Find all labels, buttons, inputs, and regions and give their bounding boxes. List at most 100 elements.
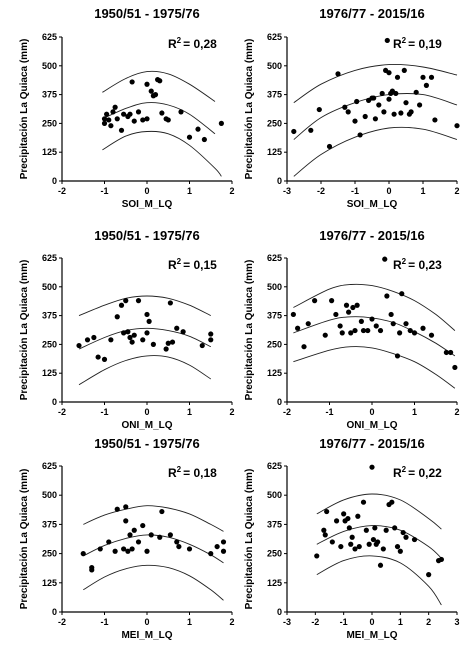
data-point bbox=[165, 117, 171, 123]
data-point bbox=[420, 74, 426, 80]
curve-upper bbox=[293, 283, 456, 331]
y-axis-label: Precipitación La Quiaca (mm) bbox=[19, 469, 30, 610]
data-point bbox=[218, 120, 224, 126]
x-tick-label: 1 bbox=[187, 407, 192, 417]
data-point bbox=[208, 331, 214, 337]
x-tick-label: 0 bbox=[144, 186, 149, 196]
data-point bbox=[322, 532, 328, 538]
x-tick-label: 0 bbox=[369, 407, 374, 417]
data-point bbox=[343, 302, 350, 308]
data-point bbox=[426, 572, 432, 578]
r-squared-symbol: R bbox=[393, 258, 402, 272]
data-point bbox=[346, 309, 352, 315]
data-point bbox=[167, 300, 173, 306]
y-tick-label: 500 bbox=[42, 282, 57, 292]
data-point bbox=[176, 543, 182, 550]
y-tick-label: 375 bbox=[267, 311, 282, 321]
data-point bbox=[417, 102, 423, 108]
data-point bbox=[373, 323, 379, 329]
data-point bbox=[365, 327, 371, 334]
chart-title: 1950/51 - 1975/76 bbox=[94, 6, 200, 21]
data-point bbox=[169, 339, 176, 345]
chart-panel-1: 1950/51 - 1975/76 0 125 250 375 500 625 -2 -1 0 1 2… bbox=[19, 6, 235, 210]
data-point bbox=[341, 511, 347, 517]
data-point bbox=[101, 120, 108, 126]
data-point bbox=[403, 100, 409, 106]
data-point bbox=[106, 539, 112, 545]
r-squared-symbol: R bbox=[168, 466, 177, 480]
data-point bbox=[389, 499, 395, 505]
y-tick-label: 250 bbox=[267, 118, 282, 128]
x-tick-label: -2 bbox=[317, 186, 325, 196]
data-point bbox=[342, 104, 348, 110]
data-point bbox=[428, 332, 435, 338]
x-tick-label: -2 bbox=[58, 617, 66, 627]
data-point bbox=[174, 325, 180, 331]
y-tick-label: 0 bbox=[52, 607, 57, 617]
data-point bbox=[399, 291, 405, 297]
curve-lower bbox=[102, 130, 222, 177]
data-point bbox=[129, 546, 135, 552]
data-point bbox=[208, 551, 214, 557]
data-point bbox=[397, 548, 403, 554]
data-point bbox=[372, 525, 378, 531]
x-axis-label: SOI_M_LQ bbox=[347, 199, 398, 210]
data-point bbox=[290, 311, 296, 318]
data-point bbox=[357, 132, 363, 138]
data-point bbox=[159, 508, 165, 515]
data-point bbox=[390, 321, 396, 327]
data-point bbox=[101, 356, 108, 362]
x-tick-label: -2 bbox=[283, 407, 291, 417]
r-squared-symbol: R bbox=[168, 258, 177, 272]
data-point bbox=[108, 337, 114, 343]
x-tick-label: 2 bbox=[454, 186, 459, 196]
y-tick-label: 375 bbox=[267, 90, 282, 100]
curve-fit bbox=[316, 525, 442, 559]
data-point bbox=[123, 518, 129, 524]
r-squared-value: = 0,23 bbox=[408, 258, 442, 272]
y-tick-label: 500 bbox=[267, 282, 282, 292]
y-tick-label: 250 bbox=[267, 339, 282, 349]
data-point bbox=[363, 527, 369, 533]
data-point bbox=[392, 525, 398, 531]
y-tick-label: 375 bbox=[42, 311, 57, 321]
data-point bbox=[329, 539, 335, 545]
y-tick-label: 375 bbox=[42, 90, 57, 100]
data-point bbox=[366, 541, 372, 547]
data-point bbox=[383, 527, 389, 533]
data-point bbox=[403, 534, 409, 540]
data-point bbox=[352, 327, 358, 334]
r-squared-value: = 0,19 bbox=[408, 37, 442, 51]
data-point bbox=[157, 78, 163, 84]
data-point bbox=[362, 113, 368, 120]
x-tick-label: 3 bbox=[454, 617, 459, 627]
curve-fit bbox=[83, 534, 224, 564]
r-squared-label: R2 = 0,19 bbox=[393, 36, 442, 51]
data-point bbox=[377, 562, 384, 568]
r-squared-superscript: 2 bbox=[177, 36, 182, 45]
x-tick-label: -1 bbox=[351, 186, 359, 196]
r-squared-superscript: 2 bbox=[402, 257, 407, 266]
chart-title: 1976/77 - 2015/16 bbox=[319, 436, 425, 451]
r-squared-value: = 0,22 bbox=[408, 466, 442, 480]
data-point bbox=[214, 543, 220, 550]
data-point bbox=[131, 332, 137, 338]
x-tick-label: -1 bbox=[100, 617, 108, 627]
data-point bbox=[352, 118, 358, 124]
y-tick-label: 0 bbox=[52, 397, 57, 407]
y-tick-label: 0 bbox=[277, 176, 282, 186]
data-point bbox=[174, 539, 180, 545]
x-tick-label: -2 bbox=[58, 407, 66, 417]
data-point bbox=[201, 136, 207, 143]
y-tick-label: 250 bbox=[42, 118, 57, 128]
y-tick-label: 625 bbox=[267, 253, 282, 263]
r-squared-symbol: R bbox=[393, 466, 402, 480]
data-point bbox=[401, 67, 407, 74]
data-point bbox=[195, 126, 201, 132]
data-point bbox=[144, 311, 150, 318]
y-tick-label: 625 bbox=[267, 32, 282, 42]
r-squared-value: = 0,28 bbox=[183, 37, 217, 51]
data-point bbox=[125, 329, 131, 335]
x-tick-label: 1 bbox=[187, 617, 192, 627]
x-tick-label: 2 bbox=[454, 407, 459, 417]
